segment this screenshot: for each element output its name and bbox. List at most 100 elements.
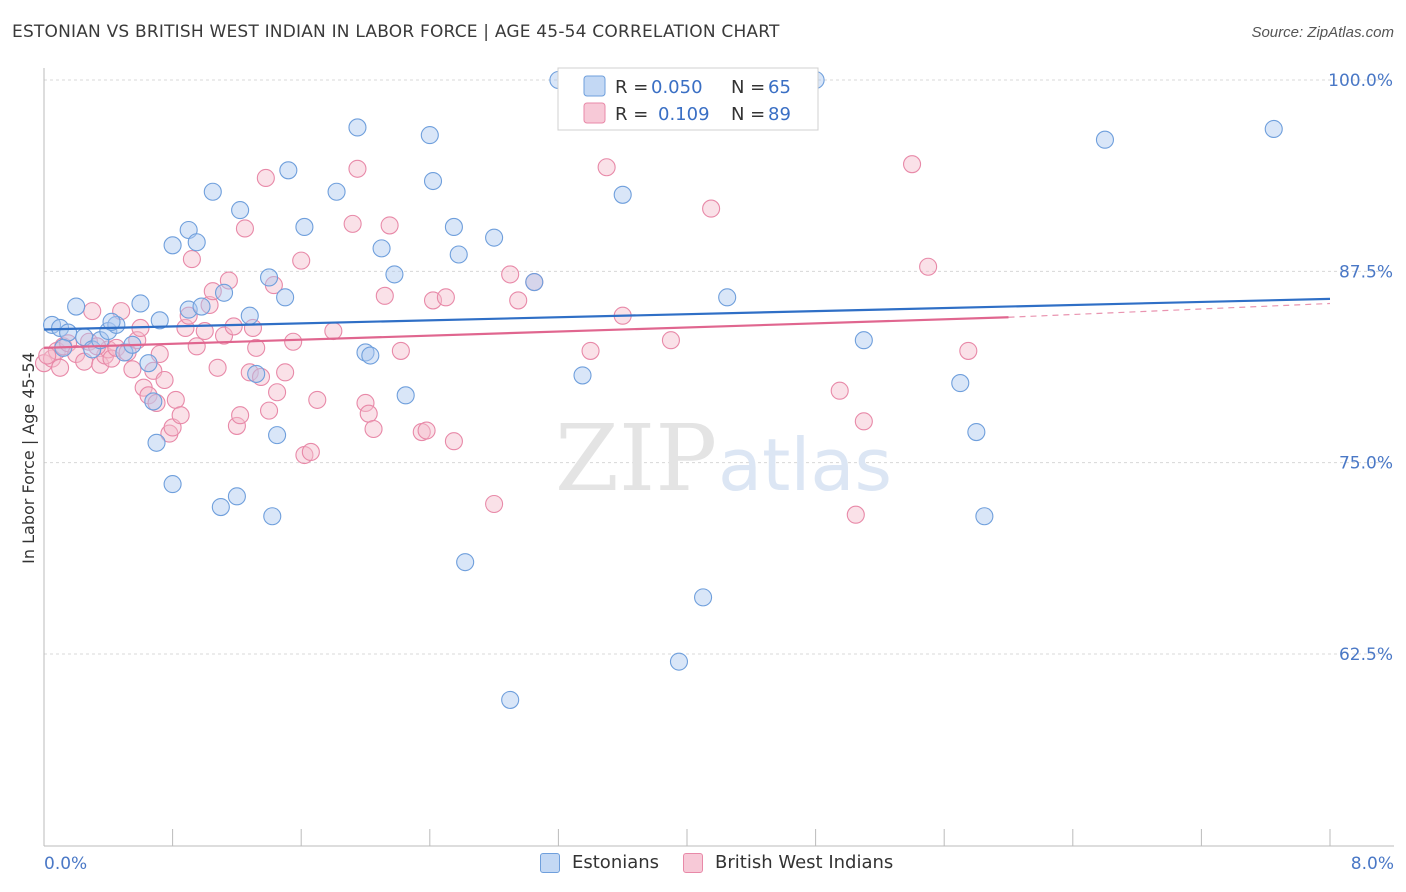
blue-point-25 <box>227 487 246 506</box>
legend-n-label-pink: N = <box>731 104 765 125</box>
bottom-legend-item-estonians: Estonians <box>540 852 659 873</box>
legend-r-label-blue: R = <box>615 77 648 98</box>
pink-point-32 <box>187 337 206 356</box>
legend-n-value-pink: 89 <box>768 104 791 125</box>
blue-point-48 <box>525 272 544 292</box>
pink-point-69 <box>436 288 455 307</box>
blue-point-3 <box>67 297 86 316</box>
pink-point-67 <box>417 421 436 440</box>
pink-point-63 <box>375 286 394 305</box>
pink-point-28 <box>171 406 190 425</box>
pink-point-61 <box>359 404 378 423</box>
blue-point-46 <box>485 228 504 247</box>
blue-point-41 <box>420 126 439 145</box>
y-tick-label-1: 87.5% <box>1339 262 1393 282</box>
pink-point-87 <box>51 358 70 377</box>
blue-point-16 <box>163 475 182 494</box>
pink-point-73 <box>509 291 528 310</box>
pink-point-64 <box>380 216 399 235</box>
blue-point-57 <box>951 374 970 393</box>
pink-point-46 <box>251 367 271 386</box>
blue-point-26 <box>231 201 250 220</box>
blue-point-15 <box>150 311 169 330</box>
legend-swatch-pink <box>583 102 606 124</box>
blue-point-61 <box>1264 119 1283 139</box>
pink-point-43 <box>240 363 259 382</box>
legend-n-label-blue: N = <box>731 77 765 98</box>
legend-r-value-pink: 0.109 <box>658 104 710 125</box>
blue-point-22 <box>203 182 222 201</box>
pink-point-37 <box>214 326 234 345</box>
blue-point-58 <box>967 423 986 442</box>
pink-trend-line-dashed <box>1008 302 1331 318</box>
blue-point-27 <box>247 364 266 383</box>
pink-point-36 <box>208 358 227 377</box>
blue-point-31 <box>276 288 295 307</box>
pink-trend-line <box>43 316 1009 349</box>
legend: R = 0.050 N = 65 R = 0.109 N = 89 <box>557 67 819 131</box>
pink-point-31 <box>182 250 201 269</box>
pink-point-76 <box>597 158 616 177</box>
blue-points <box>42 70 1283 709</box>
source-credit: Source: ZipAtlas.com <box>1251 24 1394 41</box>
pink-point-59 <box>348 159 367 178</box>
blue-point-29 <box>263 507 282 526</box>
blue-point-64 <box>240 306 259 325</box>
pink-point-79 <box>702 199 721 218</box>
bottom-legend-swatch-pink <box>683 852 704 873</box>
pink-point-39 <box>224 317 243 336</box>
blue-point-12 <box>139 354 158 373</box>
blue-point-33 <box>295 217 314 236</box>
pink-point-62 <box>364 419 383 439</box>
pink-point-30 <box>179 306 198 325</box>
axes <box>43 68 1394 847</box>
trend-lines <box>43 297 1331 349</box>
pink-point-81 <box>846 505 865 524</box>
blue-point-52 <box>669 652 689 671</box>
blue-point-21 <box>192 297 211 316</box>
pink-point-45 <box>247 338 266 357</box>
bottom-legend-label-estonians: Estonians <box>572 852 660 873</box>
blue-point-54 <box>718 288 737 307</box>
pink-point-47 <box>256 168 275 188</box>
blue-point-42 <box>423 171 443 191</box>
blue-point-40 <box>396 386 415 405</box>
blue-point-38 <box>372 239 391 258</box>
blue-point-30 <box>268 426 287 445</box>
pink-point-56 <box>308 390 327 409</box>
blue-point-28 <box>259 268 279 287</box>
blue-point-14 <box>147 433 166 452</box>
pink-point-71 <box>485 494 504 514</box>
bottom-legend-label-british-west-indians: British West Indians <box>715 852 894 873</box>
blue-point-8 <box>107 315 126 334</box>
pink-point-78 <box>661 331 680 350</box>
pink-point-24 <box>155 370 174 390</box>
blue-point-50 <box>573 366 592 385</box>
pink-point-70 <box>444 432 463 451</box>
pink-point-55 <box>301 442 320 462</box>
blue-point-53 <box>694 588 713 607</box>
bottom-legend-item-british-west-indians: British West Indians <box>683 852 893 873</box>
blue-point-51 <box>613 185 632 204</box>
pink-point-57 <box>324 321 343 341</box>
blue-point-23 <box>211 498 230 517</box>
y-tick-label-2: 75.0% <box>1339 454 1393 474</box>
bottom-legend: Estonians British West Indians <box>540 852 917 873</box>
blue-point-63 <box>102 312 121 331</box>
legend-n-value-blue: 65 <box>768 77 791 98</box>
pink-point-82 <box>854 412 873 431</box>
blue-point-24 <box>214 283 234 302</box>
pink-point-8 <box>83 302 102 321</box>
pink-point-9 <box>91 355 110 374</box>
y-tick-label-0: 100.0% <box>1328 71 1393 91</box>
pink-point-53 <box>292 251 311 270</box>
pink-point-60 <box>356 393 375 413</box>
pink-point-65 <box>391 341 410 360</box>
pink-point-42 <box>235 219 254 238</box>
watermark-atlas: atlas <box>718 423 892 507</box>
pink-point-35 <box>203 282 222 301</box>
blue-point-11 <box>131 294 150 313</box>
bottom-legend-swatch-blue <box>540 852 560 873</box>
pink-point-58 <box>343 214 362 233</box>
pink-point-83 <box>902 155 922 174</box>
